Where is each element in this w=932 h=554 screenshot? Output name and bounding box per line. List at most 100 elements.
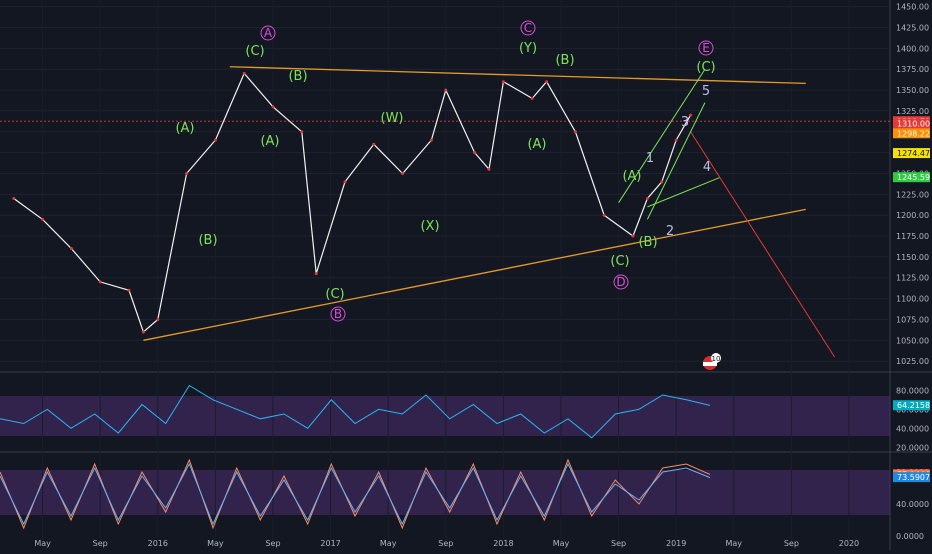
upper-trendline xyxy=(229,66,806,85)
price-tick-label: 1375.00 xyxy=(896,65,929,74)
price-point xyxy=(271,105,275,109)
wave-channel-mid xyxy=(646,102,706,220)
price-tag-box xyxy=(893,118,930,129)
rsi-series-line xyxy=(0,384,711,439)
price-point xyxy=(444,88,448,92)
time-tick-label: May xyxy=(380,539,397,548)
price-point xyxy=(242,71,246,75)
wave-label-green: (A) xyxy=(260,134,279,149)
rsi-tag-box xyxy=(893,400,930,411)
price-point xyxy=(487,167,491,171)
price-point xyxy=(501,80,505,84)
price-tick-label: 1400.00 xyxy=(896,44,929,53)
price-tick-label: 1325.00 xyxy=(896,107,929,116)
price-point xyxy=(645,197,649,201)
price-point xyxy=(401,171,405,175)
price-point xyxy=(213,138,217,142)
projection-arrow xyxy=(690,131,835,358)
stoch-band xyxy=(0,470,890,515)
price-tick-label: 1075.00 xyxy=(896,315,929,324)
wave-label-green: (C) xyxy=(610,254,629,269)
wave-label-green: (C) xyxy=(325,287,344,302)
time-tick-label: Sep xyxy=(611,539,626,548)
price-point xyxy=(545,80,549,84)
wave-label-circled: A xyxy=(264,26,273,40)
wave-label-circled: B xyxy=(334,307,342,321)
wave-label-green: (Y) xyxy=(519,41,537,56)
wave-label-circle xyxy=(613,274,629,290)
wave-label-green: (B) xyxy=(198,233,217,248)
price-tick-label: 1050.00 xyxy=(896,336,929,345)
time-tick-label: 2016 xyxy=(148,539,168,548)
wave-label-numeric: 4 xyxy=(703,160,711,175)
badge-count: 10 xyxy=(712,355,721,363)
wave-label-green: (B) xyxy=(288,69,307,84)
price-tag-label: 1245.59 xyxy=(897,173,930,182)
price-point xyxy=(473,151,477,155)
time-tick-label: May xyxy=(34,539,51,548)
price-point xyxy=(185,171,189,175)
wave-label-numeric: 2 xyxy=(666,224,674,239)
price-point xyxy=(372,142,376,146)
price-point xyxy=(141,330,145,334)
time-tick-label: May xyxy=(726,539,743,548)
wave-channel-upper xyxy=(618,68,706,203)
wave-label-circled: C xyxy=(524,21,532,35)
time-tick-label: 2017 xyxy=(320,539,340,548)
stoch-tag-box xyxy=(893,472,930,483)
badge-count-bubble xyxy=(711,353,721,363)
flag-stripe-icon xyxy=(703,362,717,366)
price-point xyxy=(69,247,73,251)
rsi-tick-label: 40.0000 xyxy=(896,424,929,433)
price-tag-box xyxy=(893,128,930,139)
time-tick-label: Sep xyxy=(438,539,453,548)
price-point xyxy=(429,138,433,142)
time-tick-label: 2018 xyxy=(493,539,513,548)
price-tick-label: 1225.00 xyxy=(896,190,929,199)
price-point xyxy=(631,234,635,238)
time-tick-label: 2020 xyxy=(839,539,859,548)
wave-label-green: (A) xyxy=(622,169,641,184)
wave-label-green: (W) xyxy=(381,111,404,126)
time-tick-label: Sep xyxy=(265,539,280,548)
rsi-tick-label: 20.0000 xyxy=(896,443,929,452)
wave-label-numeric: 1 xyxy=(646,151,654,166)
wave-label-numeric: 3 xyxy=(681,115,689,130)
price-tag-label: 1298.22 xyxy=(897,129,930,138)
wave-label-green: (A) xyxy=(175,121,194,136)
time-tick-label: Sep xyxy=(784,539,799,548)
wave-label-circle xyxy=(330,306,346,322)
price-point xyxy=(314,272,318,276)
price-tick-label: 1200.00 xyxy=(896,211,929,220)
rsi-tick-label: 80.0000 xyxy=(896,386,929,395)
wave-label-circled: D xyxy=(616,275,625,289)
wave-label-green: (C) xyxy=(696,60,715,75)
price-point xyxy=(98,280,102,284)
price-point xyxy=(573,130,577,134)
price-tick-label: 1450.00 xyxy=(896,3,929,12)
price-tick-label: 1350.00 xyxy=(896,86,929,95)
wave-label-green: (C) xyxy=(245,44,264,59)
time-tick-label: Sep xyxy=(93,539,108,548)
price-tag-label: 1310.00 xyxy=(897,119,930,128)
price-tick-label: 1125.00 xyxy=(896,274,929,283)
wave-label-numeric: 5 xyxy=(702,84,710,99)
wave-channel-lower xyxy=(647,177,720,208)
wave-label-green: (A) xyxy=(527,137,546,152)
price-point xyxy=(689,113,693,117)
price-point xyxy=(12,197,16,201)
wave-label-green: (B) xyxy=(638,235,657,250)
price-point xyxy=(674,138,678,142)
price-tag-box xyxy=(893,172,930,183)
stoch-series-line xyxy=(0,458,711,530)
price-point xyxy=(343,180,347,184)
price-tick-label: 1150.00 xyxy=(896,253,929,262)
event-badge[interactable]: 10 xyxy=(703,353,721,370)
rsi-tag-label: 64.2158 xyxy=(897,401,930,410)
price-series-line xyxy=(13,72,692,334)
lower-trendline xyxy=(143,208,806,341)
time-tick-label: 2019 xyxy=(666,539,686,548)
wave-label-circled: E xyxy=(702,41,710,55)
price-point xyxy=(127,288,131,292)
